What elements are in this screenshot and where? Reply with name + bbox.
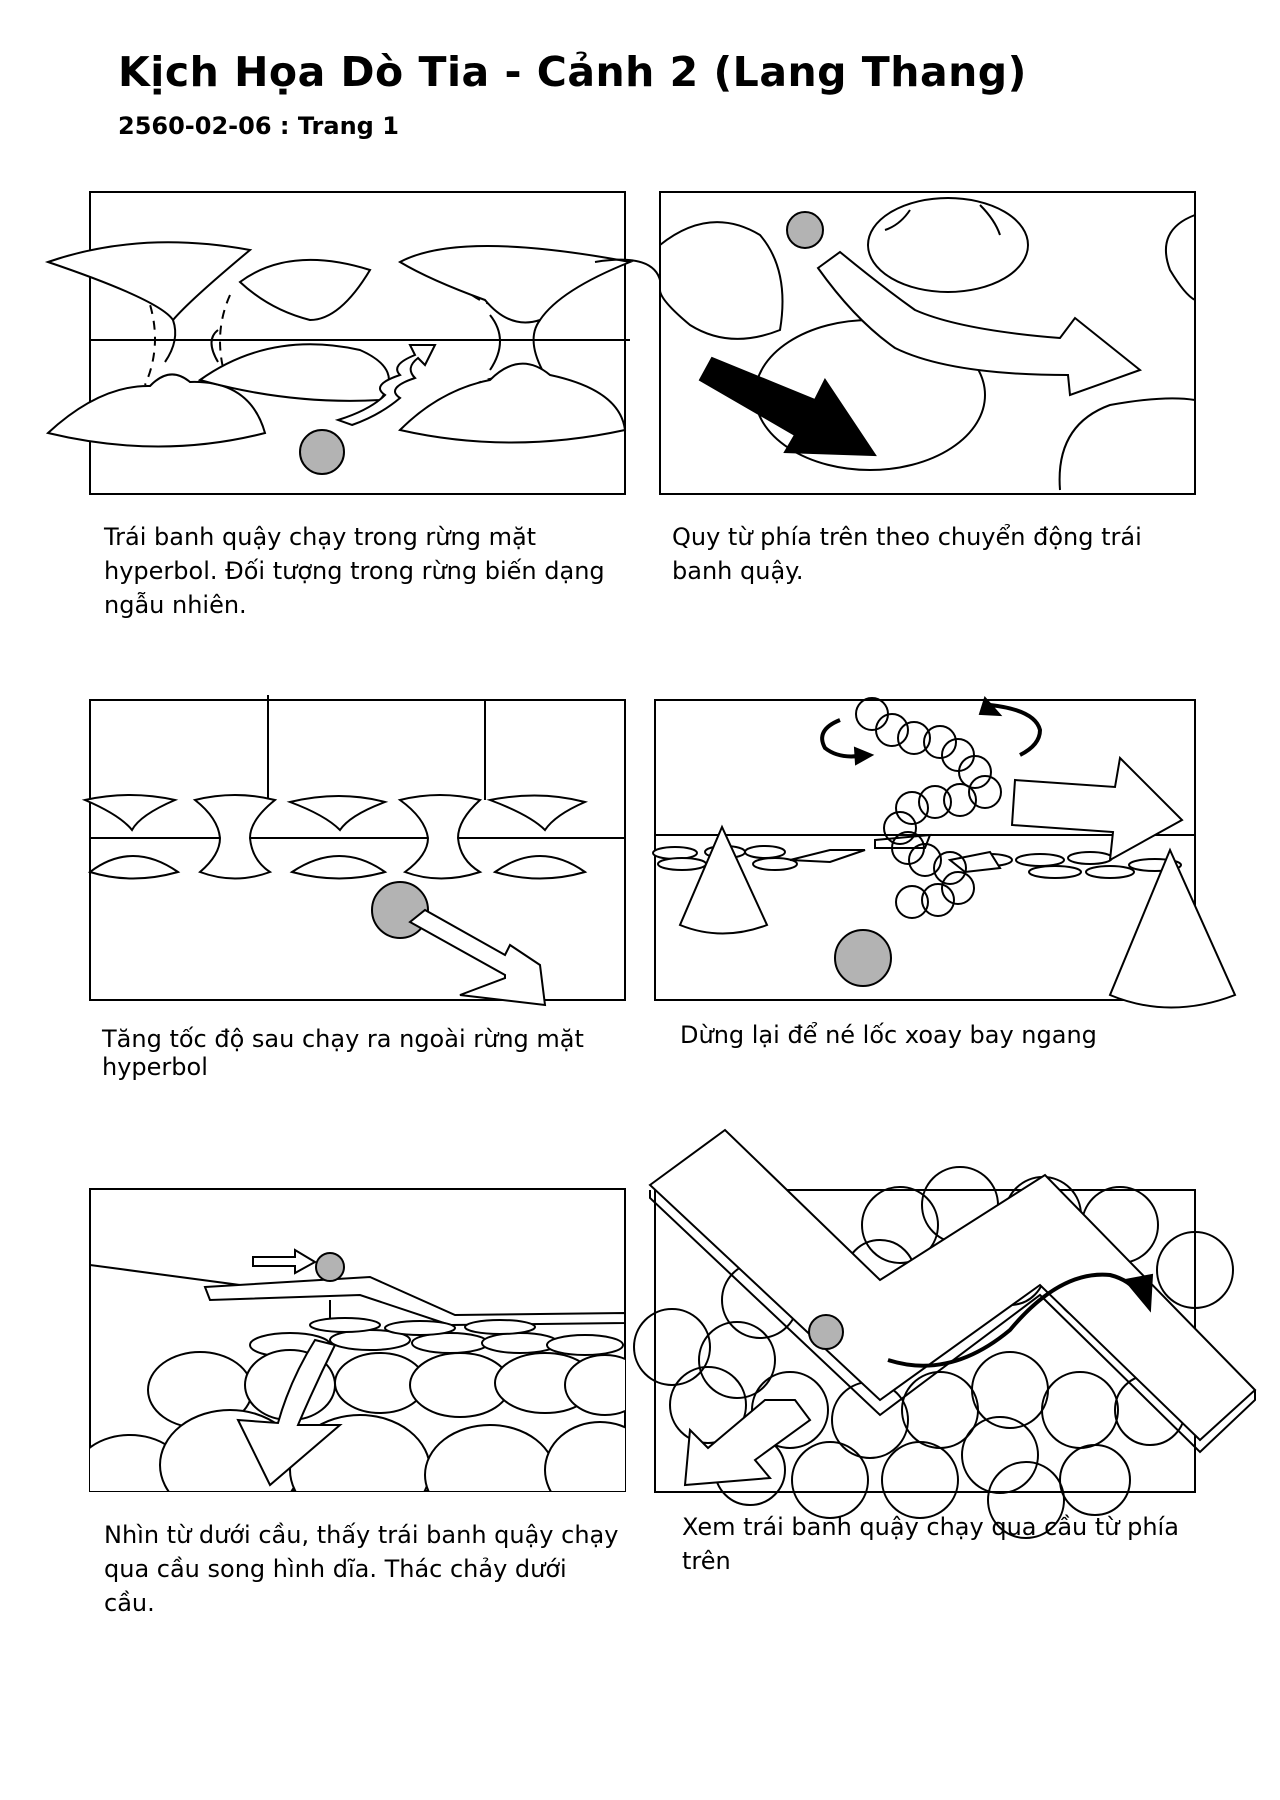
- panel-4-drawing: [652, 696, 1237, 1009]
- panel-3-caption: Tăng tốc độ sau chạy ra ngoài rừng mặt h…: [102, 1025, 584, 1081]
- storyboard-panel-1: [40, 190, 680, 510]
- panel-5-drawing: [89, 1188, 626, 1492]
- panel-2-drawing: [659, 191, 1196, 495]
- panel-1-caption: Trái banh quậy chạy trong rừng mặt hyper…: [104, 523, 605, 619]
- panel-4-caption: Dừng lại để né lốc xoay bay ngang: [680, 1021, 1097, 1049]
- storyboard-panel-2: [650, 190, 1210, 510]
- panel-6-caption: Xem trái banh quậy chạy qua cầu từ phía …: [682, 1513, 1179, 1575]
- storyboard-panel-4: [650, 680, 1250, 1020]
- storyboard-panel-5: [40, 1185, 680, 1505]
- page-title: Kịch Họa Dò Tia - Cảnh 2 (Lang Thang): [118, 48, 1027, 96]
- panel-5-caption: Nhìn từ dưới cầu, thấy trái banh quậy ch…: [104, 1521, 619, 1617]
- panel-6-drawing: [633, 1128, 1257, 1539]
- panel-3-drawing: [81, 695, 626, 1007]
- page-subtitle: 2560-02-06 : Trang 1: [118, 112, 399, 140]
- panel-1-drawing: [44, 191, 663, 495]
- storyboard-panel-6: [630, 1110, 1257, 1539]
- panel-2-caption: Quy từ phía trên theo chuyển động trái b…: [672, 523, 1142, 585]
- storyboard-panel-3: [40, 690, 680, 1010]
